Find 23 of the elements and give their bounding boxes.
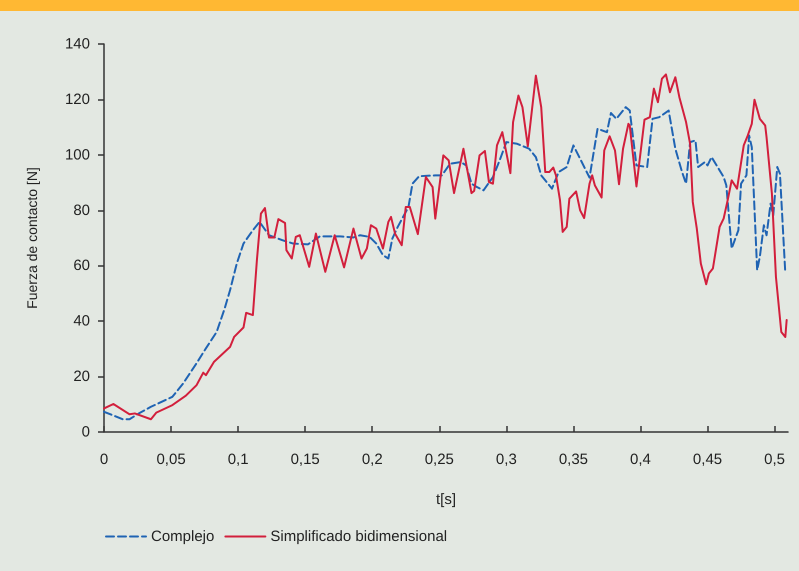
y-tick-label: 0 bbox=[82, 424, 90, 440]
x-tick-label: 0,15 bbox=[290, 451, 320, 468]
x-tick-label: 0 bbox=[100, 451, 108, 468]
y-tick-label: 20 bbox=[73, 368, 90, 386]
x-axis-title: t[s] bbox=[436, 491, 456, 508]
x-tick-label: 0,2 bbox=[362, 451, 383, 468]
x-tick-label: 0,05 bbox=[156, 451, 186, 468]
y-tick-label: 140 bbox=[64, 36, 90, 52]
y-tick-label: 60 bbox=[73, 257, 90, 274]
x-tick-label: 0,3 bbox=[496, 451, 517, 468]
y-tick-label: 80 bbox=[73, 202, 90, 219]
y-tick-label: 40 bbox=[73, 312, 90, 330]
x-tick-label: 0,25 bbox=[424, 451, 454, 468]
legend-label: Simplificado bidimensional bbox=[270, 528, 448, 545]
x-tick-label: 0,1 bbox=[228, 451, 249, 468]
y-axis-title: Fuerza de contacto [N] bbox=[24, 167, 40, 309]
x-tick-label: 0,45 bbox=[692, 451, 722, 468]
y-tick-label: 100 bbox=[64, 146, 90, 164]
legend-label: Complejo bbox=[151, 528, 214, 545]
x-tick-label: 0,5 bbox=[764, 451, 786, 468]
x-tick-label: 0,4 bbox=[630, 451, 651, 468]
x-tick-label: 0,35 bbox=[558, 451, 588, 468]
y-tick-label: 120 bbox=[64, 90, 90, 108]
